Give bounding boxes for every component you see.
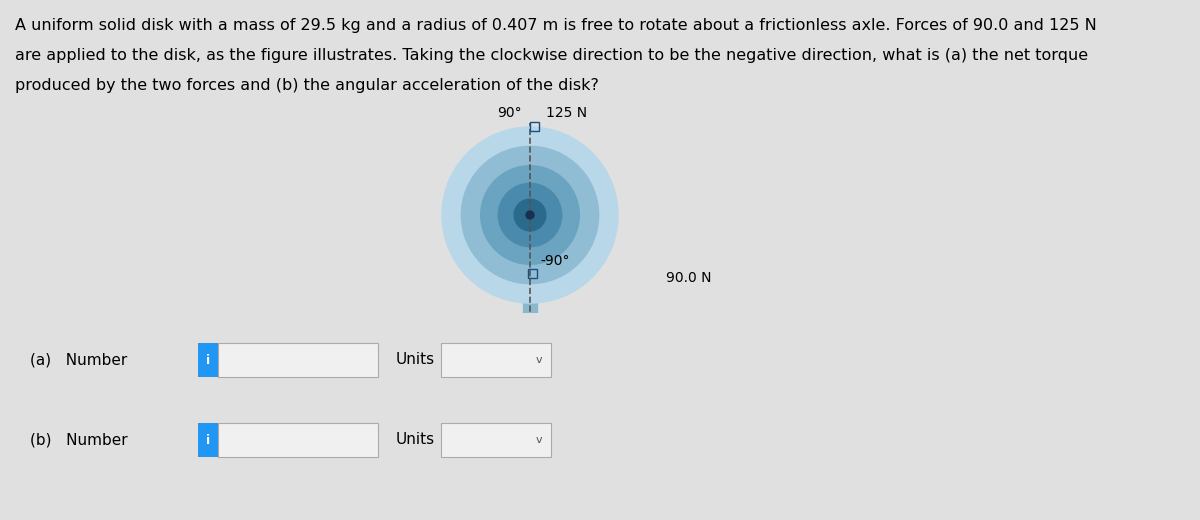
Text: v: v [535, 435, 542, 445]
Text: produced by the two forces and (b) the angular acceleration of the disk?: produced by the two forces and (b) the a… [14, 78, 599, 93]
FancyBboxPatch shape [442, 423, 551, 457]
Circle shape [461, 146, 599, 283]
Circle shape [442, 127, 618, 303]
Polygon shape [496, 345, 565, 359]
Circle shape [526, 211, 534, 219]
FancyBboxPatch shape [198, 423, 218, 457]
Text: (b)   Number: (b) Number [30, 433, 127, 448]
Polygon shape [523, 222, 538, 345]
Circle shape [498, 184, 562, 246]
Text: i: i [206, 354, 210, 367]
Text: A uniform solid disk with a mass of 29.5 kg and a radius of 0.407 m is free to r: A uniform solid disk with a mass of 29.5… [14, 18, 1097, 33]
Bar [530, 122, 539, 131]
FancyBboxPatch shape [218, 423, 378, 457]
Text: are applied to the disk, as the figure illustrates. Taking the clockwise directi: are applied to the disk, as the figure i… [14, 48, 1088, 63]
FancyBboxPatch shape [442, 343, 551, 377]
Text: v: v [535, 355, 542, 365]
Circle shape [514, 199, 546, 231]
Text: Units: Units [396, 353, 436, 368]
Text: i: i [206, 434, 210, 447]
Text: 90°: 90° [497, 106, 522, 120]
Circle shape [481, 166, 580, 264]
Text: Units: Units [396, 433, 436, 448]
Bar [528, 269, 538, 278]
Text: (a)   Number: (a) Number [30, 353, 127, 368]
FancyBboxPatch shape [218, 343, 378, 377]
Text: -90°: -90° [540, 254, 570, 268]
FancyBboxPatch shape [198, 343, 218, 377]
Text: 125 N: 125 N [546, 106, 587, 120]
Text: 90.0 N: 90.0 N [666, 271, 712, 285]
